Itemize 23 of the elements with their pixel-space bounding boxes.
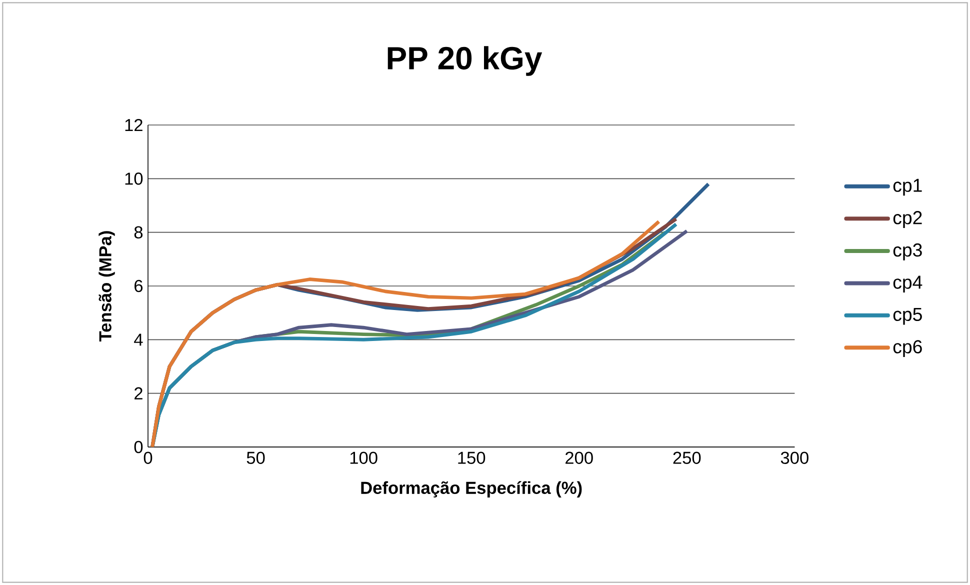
- legend-label: cp6: [893, 340, 922, 358]
- x-tick-label: 150: [458, 452, 486, 464]
- x-tick-label: 50: [246, 452, 265, 464]
- legend-label: cp2: [893, 211, 922, 228]
- y-tick-label: 12: [125, 118, 142, 132]
- y-tick-label: 10: [125, 172, 143, 185]
- x-tick-label: 0: [144, 452, 152, 464]
- legend-label: cp3: [893, 243, 922, 260]
- x-tick-label: 250: [673, 452, 701, 464]
- x-axis-title: Deformação Específica (%): [361, 481, 582, 498]
- legend-label: cp4: [893, 276, 922, 293]
- y-tick-label: 8: [134, 226, 143, 238]
- y-tick-label: 0: [134, 440, 143, 454]
- y-tick-label: 2: [134, 387, 142, 400]
- y-tick-label: 6: [134, 280, 143, 292]
- legend-label: cp5: [893, 308, 922, 325]
- legend-label: cp1: [893, 178, 922, 196]
- y-tick-label: 4: [134, 334, 143, 346]
- x-tick-label: 200: [566, 452, 593, 464]
- x-tick-label: 100: [350, 452, 378, 464]
- x-tick-label: 300: [780, 452, 808, 464]
- chart-title: PP 20 kGy: [388, 46, 542, 76]
- y-axis-title: Tensão (MPa): [98, 231, 115, 342]
